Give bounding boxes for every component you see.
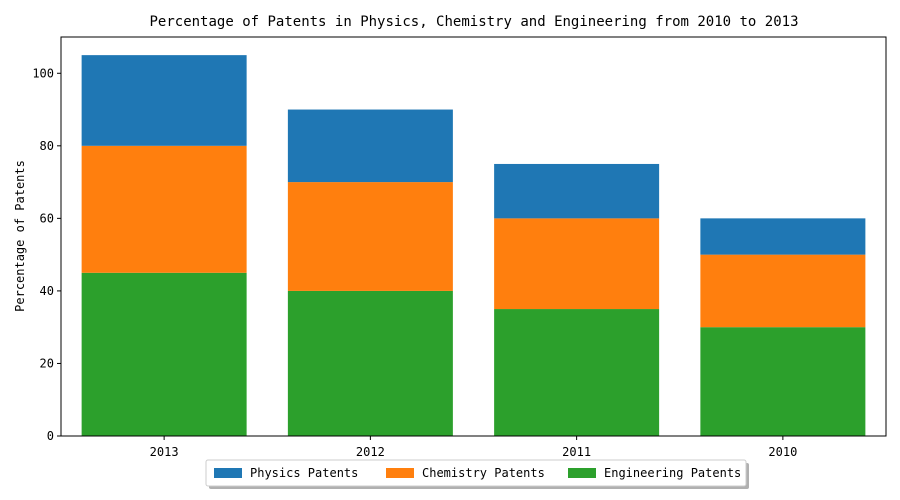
legend-swatch-chemistry-patents <box>386 468 414 478</box>
y-axis-ticks: 0 20 40 60 80 100 <box>32 66 61 443</box>
bar-chemistry-patents-2011 <box>494 218 660 310</box>
bar-engineering-patents-2013 <box>81 272 247 436</box>
bar-physics-patents-2011 <box>494 163 660 219</box>
bar-physics-patents-2012 <box>287 109 453 183</box>
y-tick-label: 100 <box>32 66 54 80</box>
y-tick-label: 20 <box>40 356 54 370</box>
y-axis-label: Percentage of Patents <box>13 160 27 312</box>
y-tick-label: 60 <box>40 211 54 225</box>
legend-swatch-physics-patents <box>214 468 242 478</box>
plot-frame <box>60 36 887 437</box>
legend-swatch-engineering-patents <box>568 468 596 478</box>
x-axis-ticks: 2013 2012 2011 2010 <box>150 436 797 459</box>
x-tick-label: 2012 <box>356 445 385 459</box>
bar-chemistry-patents-2013 <box>81 145 247 273</box>
bar-physics-patents-2010 <box>700 218 866 255</box>
bar-engineering-patents-2010 <box>700 327 866 436</box>
bar-chemistry-patents-2012 <box>287 182 453 291</box>
x-tick-label: 2011 <box>562 445 591 459</box>
bar-physics-patents-2013 <box>81 55 247 146</box>
chart-title: Percentage of Patents in Physics, Chemis… <box>149 14 798 30</box>
x-tick-label: 2010 <box>768 445 797 459</box>
x-tick-label: 2013 <box>150 445 179 459</box>
y-tick-label: 80 <box>40 139 54 153</box>
legend: Physics Patents Chemistry Patents Engineer… <box>205 459 749 489</box>
bars-group <box>81 55 866 436</box>
bar-engineering-patents-2012 <box>287 290 453 436</box>
bar-chemistry-patents-2010 <box>700 254 866 328</box>
bar-engineering-patents-2011 <box>494 309 660 436</box>
y-tick-label: 0 <box>47 429 54 443</box>
legend-box <box>205 459 747 487</box>
legend-label: Chemistry Patents <box>422 466 545 480</box>
y-tick-label: 40 <box>40 284 54 298</box>
legend-label: Engineering Patents <box>604 466 741 480</box>
legend-label: Physics Patents <box>250 466 358 480</box>
